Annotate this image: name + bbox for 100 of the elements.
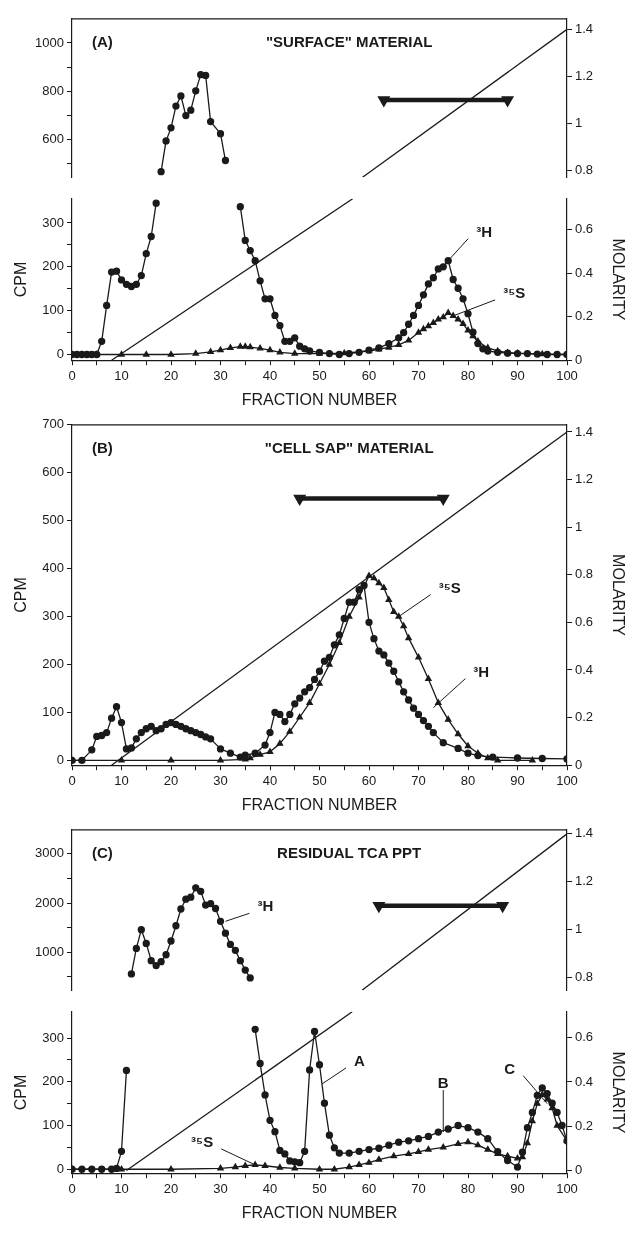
x-tick-label: 20 xyxy=(163,772,179,788)
annotation: B xyxy=(437,1074,449,1092)
y-tick-label: 200 xyxy=(42,258,64,274)
y-axis-title: CPM xyxy=(12,1074,30,1111)
annotation: C xyxy=(504,1059,516,1077)
x-tick-label: 10 xyxy=(114,772,129,788)
y-tick-label: 500 xyxy=(42,512,64,528)
x-tick-label: 100 xyxy=(556,367,578,383)
x-tick-label: 90 xyxy=(510,367,525,383)
x-tick-label: 50 xyxy=(312,772,327,788)
x-tick-label: 30 xyxy=(213,1180,228,1196)
x-tick-label: 0 xyxy=(68,367,76,383)
y2-tick-label: 0.4 xyxy=(575,661,594,677)
x-tick-label: 40 xyxy=(262,1180,278,1196)
y-tick-label: 1000 xyxy=(35,943,64,959)
y2-tick-label: 1 xyxy=(575,921,583,937)
y-tick-label: 800 xyxy=(42,82,64,98)
y-tick-label: 1000 xyxy=(35,34,64,50)
annotation: ³H xyxy=(476,222,493,240)
y2-tick-label: 0 xyxy=(575,756,583,772)
y-tick-label: 300 xyxy=(42,1029,64,1045)
y2-tick-label: 0.8 xyxy=(575,162,594,178)
x-tick-label: 70 xyxy=(411,367,426,383)
annotation: ³H xyxy=(257,897,274,915)
x-tick-label: 30 xyxy=(213,367,228,383)
y2-tick-label: 0.6 xyxy=(575,1029,594,1045)
y-tick-label: 300 xyxy=(42,214,64,230)
x-tick-label: 90 xyxy=(510,1180,525,1196)
y-tick-label: 200 xyxy=(42,656,64,672)
y2-axis-title: MOLARITY xyxy=(609,238,627,321)
x-tick-label: 80 xyxy=(460,772,476,788)
y2-tick-label: 1.4 xyxy=(575,423,594,439)
x-tick-label: 80 xyxy=(460,1180,476,1196)
x-tick-label: 0 xyxy=(68,1180,76,1196)
x-tick-label: 60 xyxy=(361,1180,377,1196)
x-axis-title: FRACTION NUMBER xyxy=(241,795,398,813)
x-tick-label: 80 xyxy=(460,367,476,383)
y2-tick-label: 1.4 xyxy=(575,20,594,36)
x-tick-label: 40 xyxy=(262,367,278,383)
y2-tick-label: 0.4 xyxy=(575,264,594,280)
x-tick-label: 90 xyxy=(510,772,525,788)
y2-tick-label: 1.2 xyxy=(575,873,594,889)
y-tick-label: 100 xyxy=(42,704,64,720)
y2-tick-label: 0.4 xyxy=(575,1073,594,1089)
y2-axis-title: MOLARITY xyxy=(609,1051,627,1134)
x-tick-label: 50 xyxy=(312,1180,327,1196)
text: RESIDUAL TCA PPT xyxy=(277,843,422,861)
y-tick-label: 400 xyxy=(42,560,64,576)
x-tick-label: 20 xyxy=(163,1180,179,1196)
x-axis-title: FRACTION NUMBER xyxy=(241,1203,398,1221)
y-axis-title: CPM xyxy=(12,577,30,613)
x-tick-label: 20 xyxy=(163,367,179,383)
annotation: ³⁵S xyxy=(438,578,461,596)
y2-tick-label: 0.8 xyxy=(575,969,594,985)
annotation: (A) xyxy=(92,32,113,50)
x-tick-label: 60 xyxy=(361,367,377,383)
y-tick-label: 200 xyxy=(42,1073,64,1089)
y-tick-label: 0 xyxy=(56,346,64,362)
y-tick-label: 100 xyxy=(42,302,64,318)
y2-tick-label: 1.4 xyxy=(575,825,594,841)
y-tick-label: 3000 xyxy=(35,845,64,861)
y-tick-label: 600 xyxy=(42,464,64,480)
y-tick-label: 0 xyxy=(56,1160,64,1176)
y2-tick-label: 0.2 xyxy=(575,308,594,324)
text: "SURFACE" MATERIAL xyxy=(265,32,433,50)
x-axis-title: FRACTION NUMBER xyxy=(241,390,398,408)
y2-tick-label: 0.6 xyxy=(575,221,594,237)
y-axis-title: CPM xyxy=(12,261,30,298)
text: "CELL SAP" MATERIAL xyxy=(264,438,434,456)
y-tick-label: 700 xyxy=(42,416,64,432)
x-tick-label: 60 xyxy=(361,772,377,788)
y2-tick-label: 0.2 xyxy=(575,1117,594,1133)
x-tick-label: 10 xyxy=(114,1180,129,1196)
annotation: (C) xyxy=(92,843,113,861)
y-tick-label: 600 xyxy=(42,131,64,147)
annotation: ³H xyxy=(473,662,490,680)
x-tick-label: 70 xyxy=(411,772,426,788)
annotation: ³⁵S xyxy=(503,284,526,302)
x-tick-label: 70 xyxy=(411,1180,426,1196)
x-tick-label: 30 xyxy=(213,772,228,788)
annotation: A xyxy=(353,1052,365,1070)
y-tick-label: 2000 xyxy=(35,894,64,910)
x-tick-label: 50 xyxy=(312,367,327,383)
y2-tick-label: 0.6 xyxy=(575,613,594,629)
x-tick-label: 100 xyxy=(556,1180,578,1196)
y2-tick-label: 0 xyxy=(575,1162,583,1178)
x-tick-label: 100 xyxy=(556,772,578,788)
y2-tick-label: 1 xyxy=(575,518,583,534)
y-tick-label: 300 xyxy=(42,608,64,624)
annotation: ³⁵S xyxy=(191,1133,214,1151)
y2-tick-label: 1.2 xyxy=(575,68,594,84)
y2-tick-label: 0.2 xyxy=(575,709,594,725)
y-tick-label: 100 xyxy=(42,1117,64,1133)
y2-tick-label: 0 xyxy=(575,351,583,367)
x-tick-label: 0 xyxy=(68,772,76,788)
y2-tick-label: 1 xyxy=(575,115,583,131)
y-tick-label: 0 xyxy=(56,751,64,767)
y2-tick-label: 1.2 xyxy=(575,471,594,487)
annotation: (B) xyxy=(92,438,113,456)
y2-tick-label: 0.8 xyxy=(575,566,594,582)
